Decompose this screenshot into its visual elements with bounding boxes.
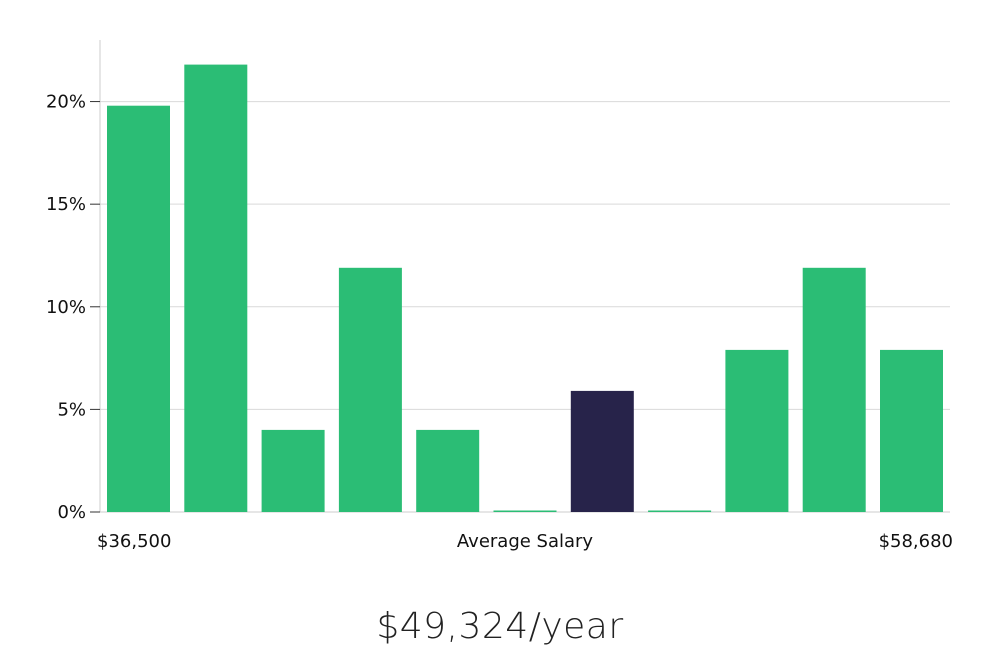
bar-highlight xyxy=(570,390,634,512)
bar xyxy=(725,349,789,512)
bar xyxy=(338,267,402,512)
bar xyxy=(107,105,170,512)
y-tick-label: 20% xyxy=(46,92,86,113)
y-tick-labels: 0% 5% 10% 15% 20% xyxy=(46,92,100,523)
bar xyxy=(802,267,866,512)
y-tick-label: 0% xyxy=(57,502,86,523)
x-min-label: $36,500 xyxy=(97,531,171,552)
bar xyxy=(261,429,325,512)
y-tick-label: 15% xyxy=(46,194,86,215)
y-tick-label: 5% xyxy=(57,399,86,420)
bar xyxy=(880,349,943,512)
bar xyxy=(184,64,248,512)
x-max-label: $58,680 xyxy=(879,531,953,552)
salary-histogram: 0% 5% 10% 15% 20% $36,500 Average Salary $58… xyxy=(46,40,953,552)
y-tick-label: 10% xyxy=(46,297,86,318)
bar xyxy=(648,510,712,512)
average-salary-value: $49,324/year xyxy=(376,606,624,647)
bar xyxy=(493,510,557,512)
bars xyxy=(107,64,943,512)
x-axis-title: Average Salary xyxy=(457,531,594,552)
bar xyxy=(416,429,480,512)
